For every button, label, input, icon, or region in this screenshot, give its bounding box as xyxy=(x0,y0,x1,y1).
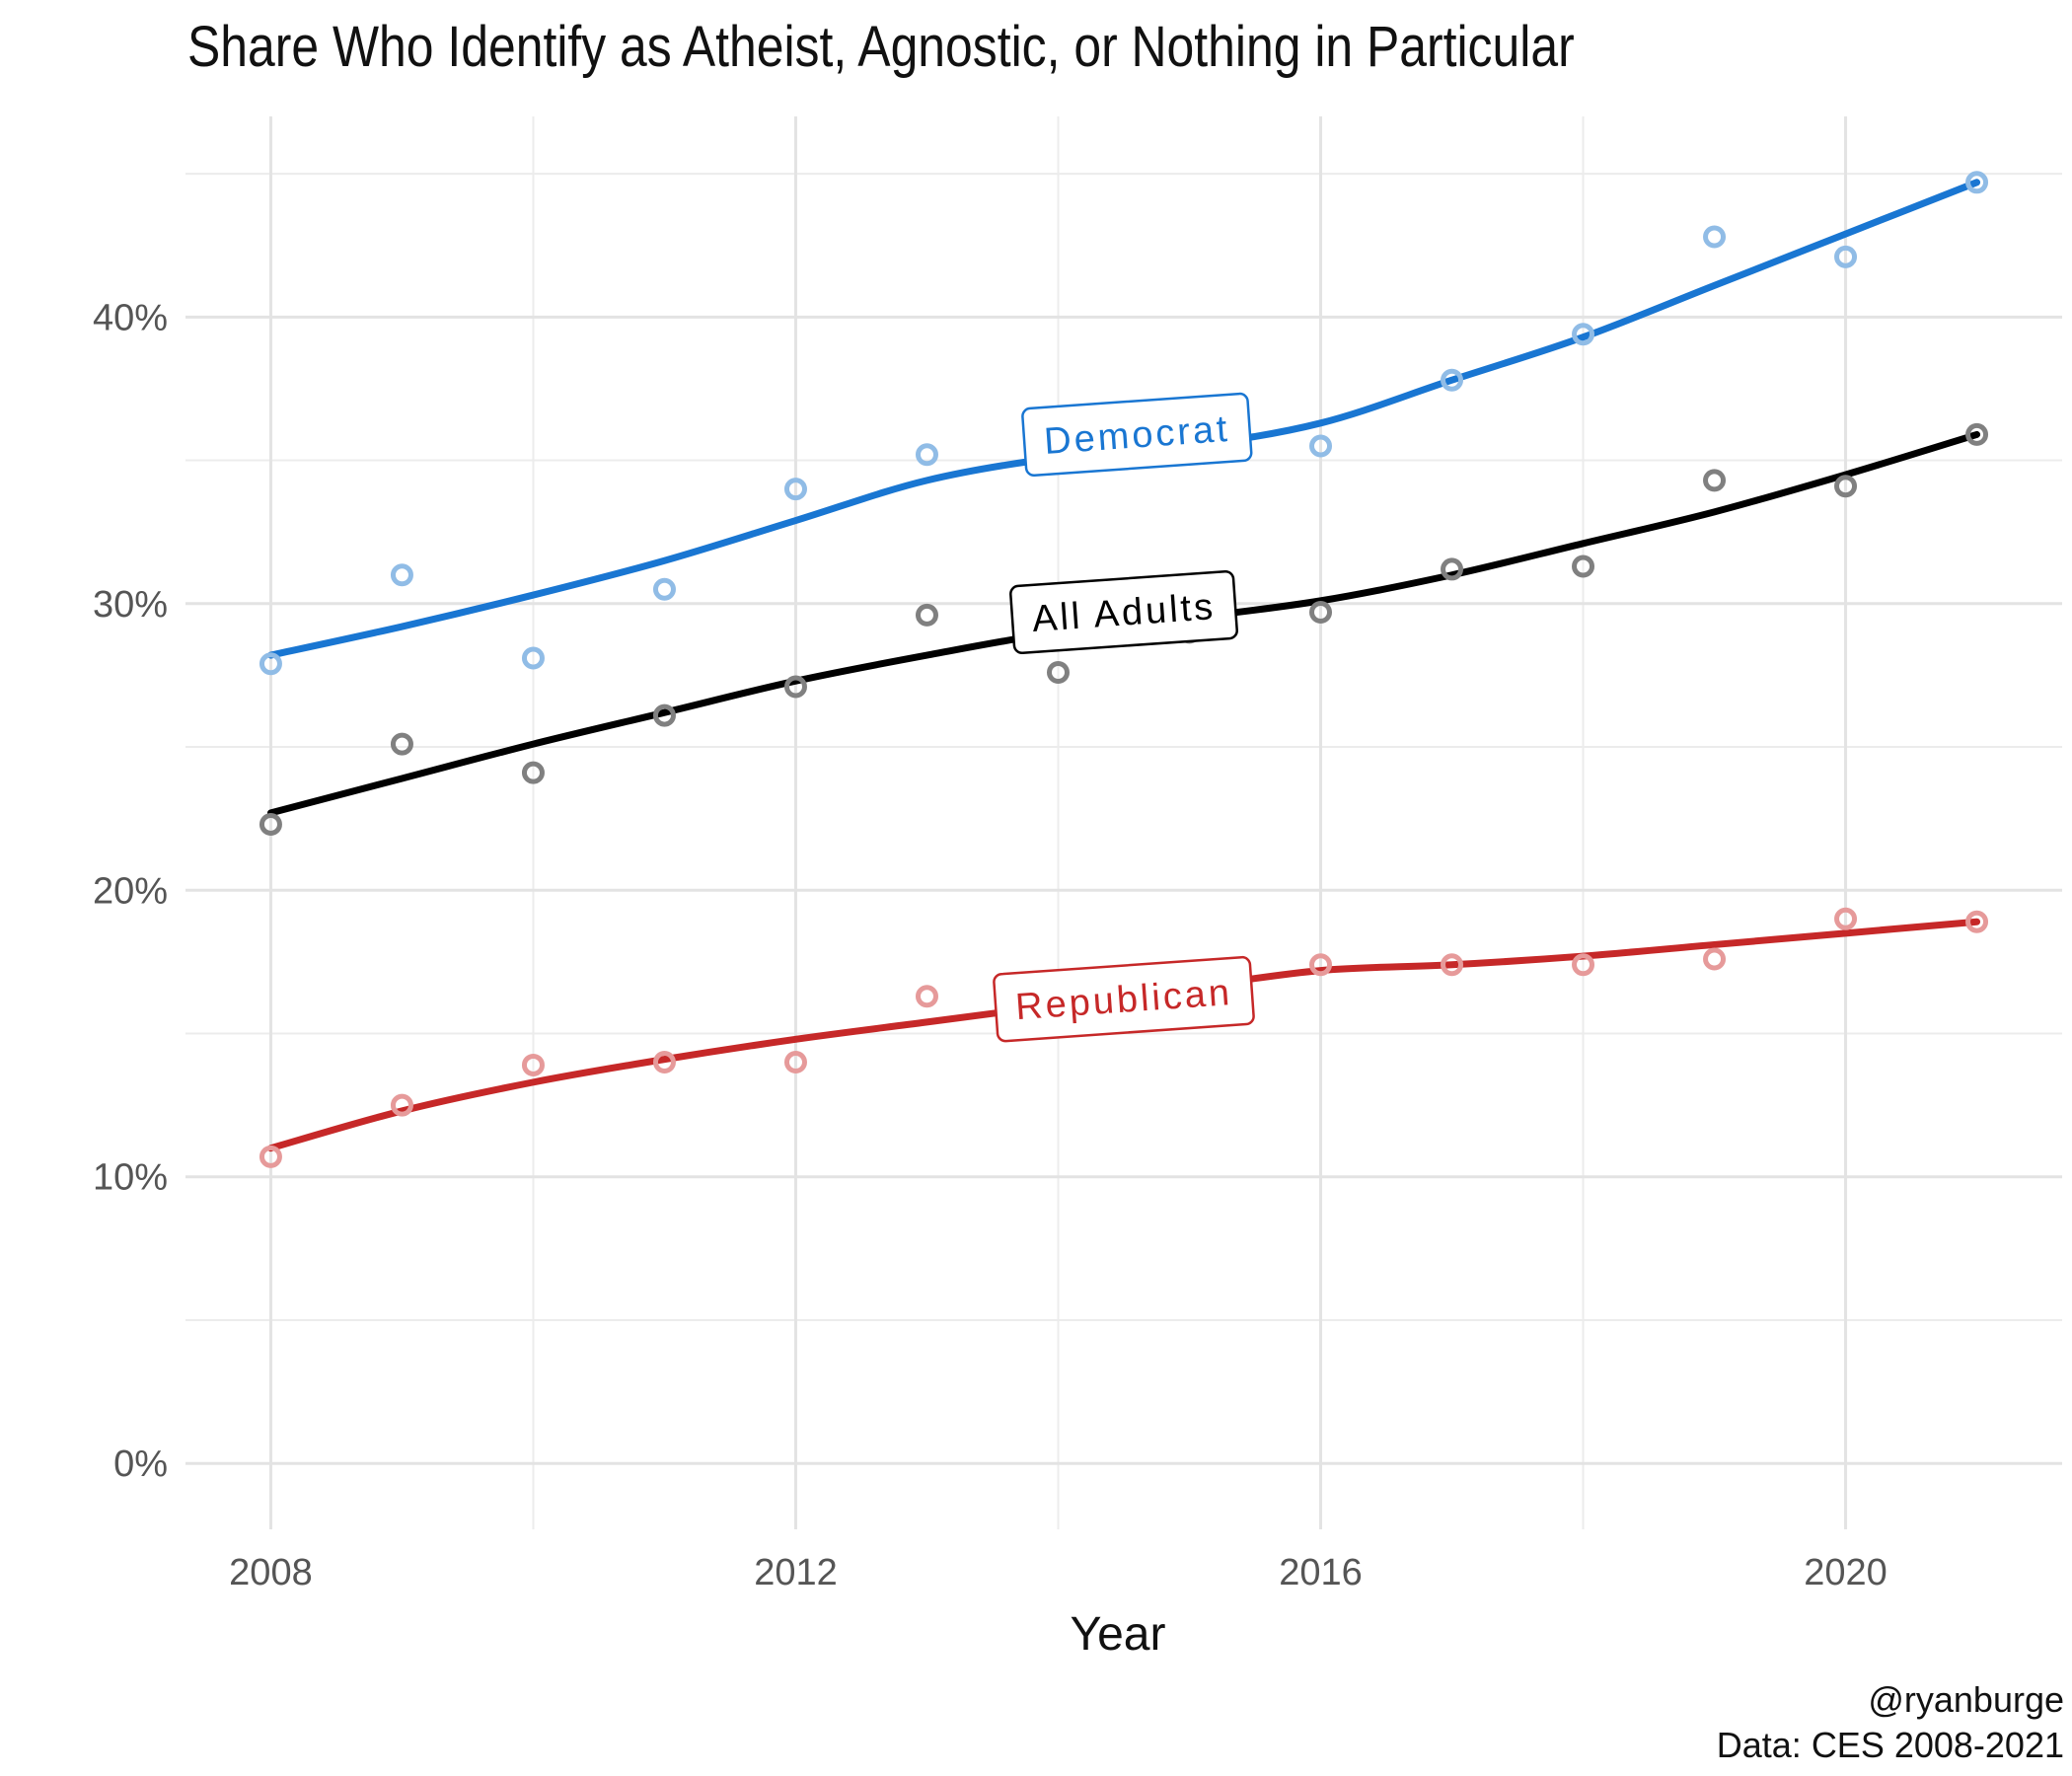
republican-point xyxy=(1309,953,1333,977)
x-axis-title: Year xyxy=(1071,1608,1166,1661)
y-tick-label: 30% xyxy=(93,584,168,626)
series-labels: Democrat All Adults Republican xyxy=(993,392,1255,1043)
all-adults-point xyxy=(1309,601,1333,625)
democrat-point xyxy=(652,577,676,601)
x-tick-label: 2020 xyxy=(1804,1552,1887,1593)
all-adults-point xyxy=(1834,475,1858,498)
republican-point xyxy=(652,1051,676,1074)
x-tick-label: 2012 xyxy=(754,1552,838,1593)
republican-point xyxy=(1703,947,1727,971)
all-adults-point xyxy=(1046,661,1070,685)
democrat-point xyxy=(783,478,807,501)
all-adults-point xyxy=(1572,555,1595,578)
all-adults-point xyxy=(390,732,413,756)
all-adults-point xyxy=(1703,469,1727,492)
all-adults-label: All Adults xyxy=(1009,569,1238,655)
x-tick-label: 2008 xyxy=(229,1552,313,1593)
democrat-point xyxy=(1441,368,1464,392)
all-adults-point xyxy=(915,603,938,627)
democrat-point xyxy=(1703,225,1727,249)
democrat-point xyxy=(390,563,413,587)
y-tick-label: 20% xyxy=(93,870,168,912)
all-adults-point xyxy=(259,812,282,836)
republican-point xyxy=(1965,910,1989,933)
axes: 0% 10% 20% 30% 40% 2008 2012 2016 2020 Year xyxy=(93,297,1887,1661)
y-tick-label: 40% xyxy=(93,297,168,338)
republican-point xyxy=(1441,953,1464,977)
republican-label: Republican xyxy=(993,955,1255,1043)
democrat-point xyxy=(1572,323,1595,346)
republican-point xyxy=(259,1145,282,1168)
democrat-point xyxy=(1834,245,1858,268)
y-tick-label: 0% xyxy=(113,1443,168,1485)
republican-point xyxy=(390,1093,413,1117)
all-adults-label-box xyxy=(1009,569,1238,655)
democrat-point xyxy=(1309,434,1333,458)
democrat-label-box xyxy=(1021,392,1253,478)
republican-point xyxy=(915,985,938,1008)
democrat-point xyxy=(1965,171,1989,194)
republican-point xyxy=(1834,907,1858,930)
caption-handle: @ryanburge xyxy=(1868,1679,2064,1720)
republican-point xyxy=(521,1053,545,1076)
all-adults-point xyxy=(652,703,676,727)
democrat-point xyxy=(915,443,938,467)
caption: @ryanburge Data: CES 2008-2021 xyxy=(1717,1677,2064,1768)
republican-point xyxy=(1572,953,1595,977)
all-adults-point xyxy=(1441,557,1464,581)
chart-title: Share Who Identify as Atheist, Agnostic,… xyxy=(187,15,1575,79)
y-tick-label: 10% xyxy=(93,1157,168,1199)
all-adults-point xyxy=(783,675,807,699)
caption-source: Data: CES 2008-2021 xyxy=(1716,1725,2064,1765)
republican-label-box xyxy=(993,955,1255,1043)
x-tick-label: 2016 xyxy=(1279,1552,1363,1593)
democrat-point xyxy=(259,652,282,676)
all-adults-point xyxy=(1965,422,1989,446)
gridlines xyxy=(185,116,2062,1529)
democrat-label: Democrat xyxy=(1021,392,1253,478)
all-adults-point xyxy=(521,761,545,784)
democrat-point xyxy=(521,646,545,670)
republican-point xyxy=(783,1051,807,1074)
